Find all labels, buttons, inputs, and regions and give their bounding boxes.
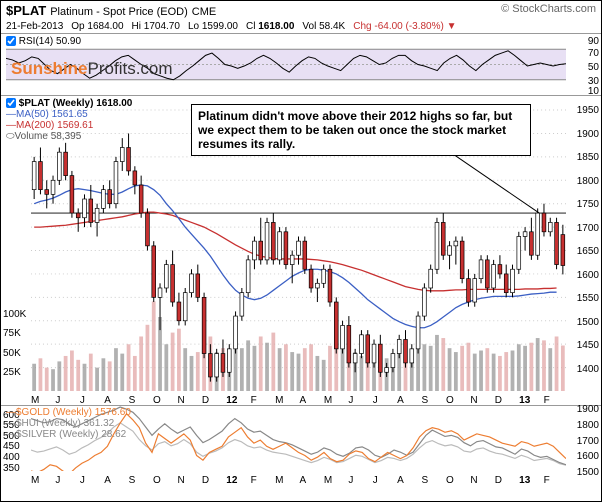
btick-r-1700: 1700 <box>577 436 599 447</box>
btick-r-1600: 1600 <box>577 451 599 462</box>
vol-tick-25K: 25K <box>3 367 21 378</box>
attribution: © StockCharts.com <box>501 3 596 15</box>
btick-l-350: 350 <box>3 463 20 474</box>
xtick: S <box>422 475 429 486</box>
btick-r-1900: 1900 <box>577 404 599 415</box>
xtick: J <box>55 475 60 486</box>
btick-l-450: 450 <box>3 441 20 452</box>
bottom-xaxis: M J J A S O N D 12 F M A M J J A S O N D 13 F <box>1 475 601 487</box>
rsi-checkbox[interactable] <box>6 36 16 46</box>
legend-hui: —$HUI (Weekly) 361.32 <box>6 418 131 429</box>
legend-plat: $PLAT (Weekly) 1618.00 <box>6 98 132 109</box>
rsi-tick-90: 90 <box>588 36 599 47</box>
low: Lo 1599.00 <box>188 21 238 32</box>
annotation-box: Platinum didn't move above their 2012 hi… <box>191 104 531 156</box>
rsi-tick-50: 50 <box>588 62 599 73</box>
xtick: O <box>153 475 161 486</box>
xtick: A <box>300 475 307 486</box>
exchange: CME <box>192 6 216 18</box>
chart-container: $PLAT Platinum - Spot Price (EOD) CME © … <box>0 0 602 502</box>
ytick-1550: 1550 <box>577 293 599 304</box>
vol-tick-50K: 50K <box>3 348 21 359</box>
ytick-1700: 1700 <box>577 223 599 234</box>
xtick: 13 <box>519 475 530 486</box>
high: Hi 1704.70 <box>132 21 180 32</box>
ytick-1850: 1850 <box>577 152 599 163</box>
main-panel: $PLAT (Weekly) 1618.00 —MA(50) 1561.65 —… <box>1 95 601 405</box>
ytick-1950: 1950 <box>577 105 599 116</box>
xtick: M <box>275 475 283 486</box>
xtick: J <box>373 475 378 486</box>
xtick: A <box>397 475 404 486</box>
change: Chg -64.00 (-3.80%) ▼ <box>353 21 456 32</box>
open: Op 1684.00 <box>71 21 123 32</box>
date: 21-Feb-2013 <box>6 21 63 32</box>
legend-ma50: —MA(50) 1561.65 <box>6 109 132 120</box>
volume: Vol 58.4K <box>302 21 345 32</box>
vol-tick-100K: 100K <box>3 309 26 320</box>
xtick: A <box>104 475 111 486</box>
close: Cl 1618.00 <box>246 21 294 32</box>
legend-silver: —$SILVER (Weekly) 28.62 <box>6 429 131 440</box>
ticker-name: Platinum - Spot Price (EOD) <box>50 6 188 18</box>
rsi-panel: RSI(14) 50.90 90 70 50 30 10 SunshinePro… <box>1 33 601 95</box>
xtick: M <box>324 475 332 486</box>
xtick: F <box>251 475 257 486</box>
main-legend: $PLAT (Weekly) 1618.00 —MA(50) 1561.65 —… <box>6 98 132 142</box>
xtick: F <box>544 475 550 486</box>
watermark: SunshineProfits.com <box>11 59 173 79</box>
xtick: J <box>348 475 353 486</box>
ytick-1400: 1400 <box>577 364 599 375</box>
xtick: O <box>446 475 454 486</box>
xtick: N <box>470 475 477 486</box>
legend-gold: —$GOLD (Weekly) 1576.60 <box>6 407 131 418</box>
bottom-panel: —$GOLD (Weekly) 1576.60 —$HUI (Weekly) 3… <box>1 405 601 485</box>
ytick-1450: 1450 <box>577 340 599 351</box>
rsi-label: RSI(14) 50.90 <box>6 36 81 47</box>
xtick: J <box>80 475 85 486</box>
xtick: S <box>129 475 136 486</box>
xtick: D <box>495 475 502 486</box>
ytick-1500: 1500 <box>577 317 599 328</box>
ytick-1750: 1750 <box>577 199 599 210</box>
ytick-1900: 1900 <box>577 129 599 140</box>
btick-r-1800: 1800 <box>577 420 599 431</box>
xtick: 12 <box>226 475 237 486</box>
xtick: D <box>202 475 209 486</box>
ytick-1800: 1800 <box>577 176 599 187</box>
xtick: N <box>177 475 184 486</box>
xtick: M <box>31 475 39 486</box>
ohlc-line: 21-Feb-2013 Op 1684.00 Hi 1704.70 Lo 159… <box>1 20 601 33</box>
rsi-tick-70: 70 <box>588 48 599 59</box>
legend-vol: ⬭Volume 58,395 <box>6 131 132 142</box>
btick-l-400: 400 <box>3 452 20 463</box>
legend-ma200: —MA(200) 1569.61 <box>6 120 132 131</box>
vol-tick-75K: 75K <box>3 328 21 339</box>
ticker-symbol: $PLAT <box>6 3 46 18</box>
bottom-legend: —$GOLD (Weekly) 1576.60 —$HUI (Weekly) 3… <box>6 407 131 440</box>
ytick-1650: 1650 <box>577 246 599 257</box>
ytick-1600: 1600 <box>577 270 599 281</box>
plat-checkbox[interactable] <box>6 98 16 108</box>
